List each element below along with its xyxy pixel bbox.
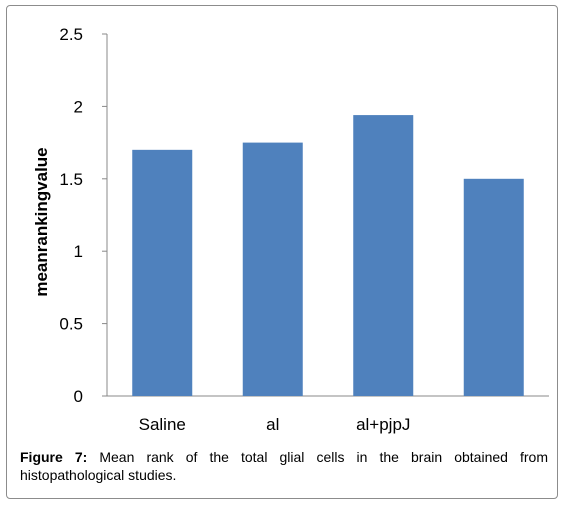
- y-tick-label: 1: [74, 242, 83, 261]
- x-tick-label: Saline: [139, 415, 186, 434]
- bar-1: [242, 142, 303, 396]
- figure-caption: Figure 7: Mean rank of the total glial c…: [20, 448, 548, 484]
- y-tick-label: 1.5: [59, 170, 83, 189]
- x-tick-label: al: [266, 415, 279, 434]
- bar-0: [132, 149, 193, 396]
- y-axis-label: meanrankingvalue: [32, 147, 51, 296]
- bar-chart: meanrankingvalue 0 0.5 1 1.5 2 2.5 Saline al al+…: [32, 25, 549, 434]
- x-tick-label: al+pjpJ: [356, 415, 410, 434]
- bar-3: [463, 178, 524, 396]
- caption-label: Figure 7:: [20, 449, 88, 465]
- y-tick-label: 2: [74, 97, 83, 116]
- y-tick-label: 2.5: [59, 25, 83, 44]
- y-tick-label: 0.5: [59, 315, 83, 334]
- caption-text: Mean rank of the total glial cells in th…: [20, 449, 548, 483]
- bar-2: [353, 115, 414, 396]
- y-tick-label: 0: [74, 387, 83, 406]
